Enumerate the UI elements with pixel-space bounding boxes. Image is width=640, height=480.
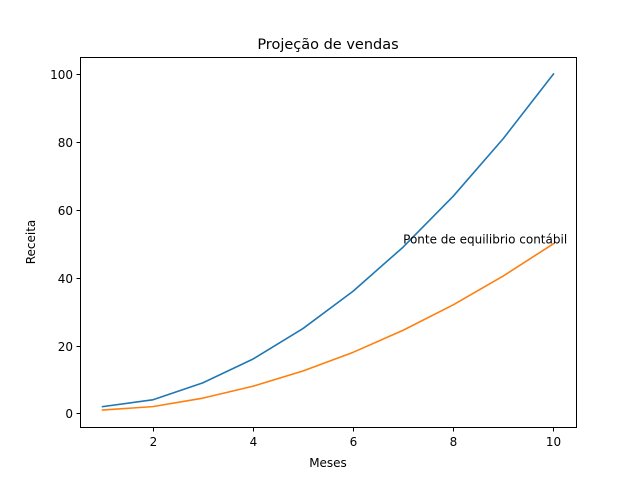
y-axis-label: Receita bbox=[24, 220, 38, 265]
x-tick-label: 6 bbox=[350, 435, 358, 449]
series-line-1 bbox=[101, 72, 555, 408]
y-tick-label: 40 bbox=[58, 272, 73, 286]
x-tick-label: 10 bbox=[546, 435, 561, 449]
y-tick-label: 20 bbox=[58, 340, 73, 354]
series-line-2 bbox=[101, 242, 555, 411]
y-tick-label: 0 bbox=[65, 407, 73, 421]
x-axis-label: Meses bbox=[309, 456, 347, 470]
plot-frame bbox=[80, 57, 577, 428]
x-tick-label: 2 bbox=[150, 435, 158, 449]
y-tick-label: 60 bbox=[58, 204, 73, 218]
x-tick-label: 4 bbox=[250, 435, 258, 449]
y-tick-label: 100 bbox=[50, 68, 73, 82]
series-layer bbox=[101, 72, 555, 411]
chart-title: Projeção de vendas bbox=[257, 37, 398, 53]
x-tick-label: 8 bbox=[450, 435, 458, 449]
annotation-layer: Ponte de equilibrio contábil bbox=[403, 233, 567, 247]
y-tick-label: 80 bbox=[58, 136, 73, 150]
annotation-text: Ponte de equilibrio contábil bbox=[403, 233, 567, 247]
